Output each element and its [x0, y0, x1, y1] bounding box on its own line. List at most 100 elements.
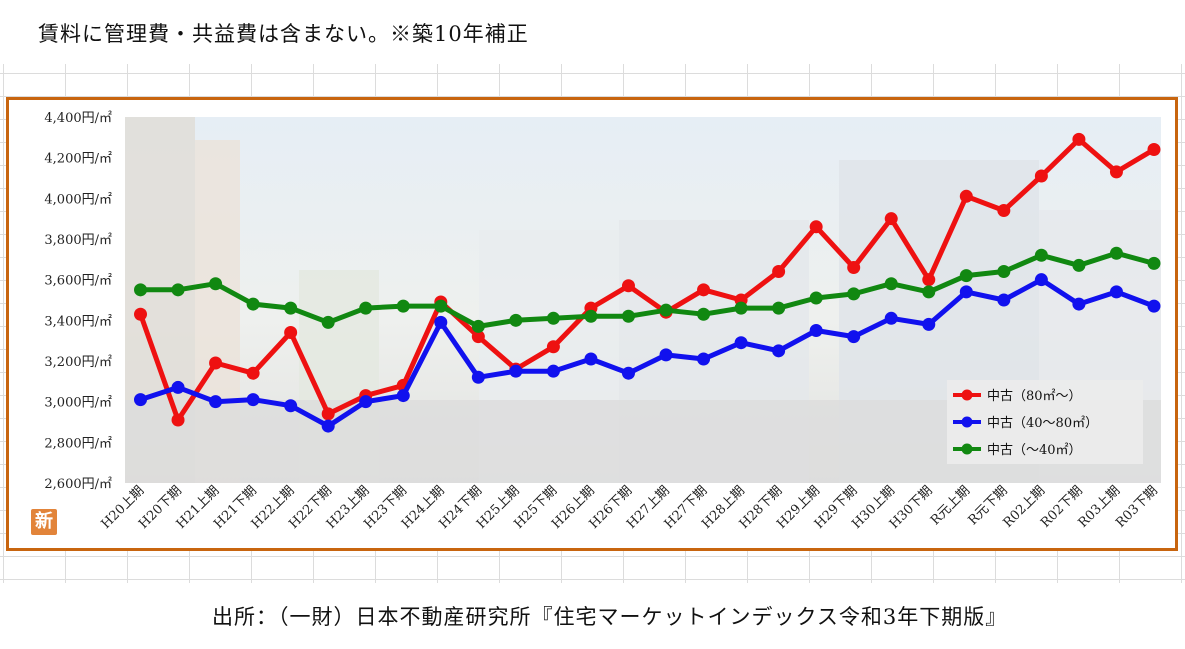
data-point [1147, 256, 1161, 270]
x-tick-label: R03下期 [1113, 483, 1161, 531]
legend-swatch-dot [961, 416, 973, 428]
data-point [471, 330, 485, 344]
data-point [546, 340, 560, 354]
data-point [134, 283, 148, 297]
data-point [809, 220, 823, 234]
data-point [884, 311, 898, 325]
data-point [134, 393, 148, 407]
data-point [284, 301, 298, 315]
y-tick-label: 4,400円/㎡ [44, 111, 112, 126]
rent-index-line-chart: 2,600円/㎡ 2,800円/㎡ 3,000円/㎡ 3,200円/㎡ 3,400円/㎡… [44, 111, 1161, 532]
legend-swatch-dot [961, 389, 973, 401]
series-line [139, 277, 1155, 429]
data-point [847, 287, 861, 301]
data-point [509, 364, 523, 378]
data-point [359, 395, 373, 409]
data-point [659, 303, 673, 317]
header-note: 賃料に管理費・共益費は含まない。※築10年補正 [38, 22, 529, 46]
data-point [359, 301, 373, 315]
data-point [1147, 299, 1161, 313]
data-point [1109, 246, 1123, 260]
data-point [621, 366, 635, 380]
legend-swatch-dot [961, 443, 973, 455]
header-note-bar: 賃料に管理費・共益費は含まない。※築10年補正 [0, 0, 1185, 64]
data-point [546, 364, 560, 378]
data-point [471, 319, 485, 333]
data-point [1109, 165, 1123, 179]
chart-frame: 2,600円/㎡ 2,800円/㎡ 3,000円/㎡ 3,200円/㎡ 3,400円/㎡… [6, 97, 1178, 551]
y-tick-label: 2,800円/㎡ [44, 436, 112, 451]
data-point [246, 297, 260, 311]
data-point [884, 212, 898, 226]
data-point [246, 393, 260, 407]
data-point [284, 326, 298, 340]
data-point [922, 273, 936, 287]
data-point [171, 380, 185, 394]
y-tick-label: 2,600円/㎡ [44, 477, 112, 492]
data-point [321, 419, 335, 433]
data-point [209, 277, 223, 291]
data-point [1034, 248, 1048, 262]
data-point [584, 309, 598, 323]
data-point [997, 204, 1011, 218]
data-point [959, 285, 973, 299]
legend-label: 中古（80㎡～） [987, 389, 1082, 404]
data-point [959, 189, 973, 203]
data-point [396, 299, 410, 313]
data-point [434, 299, 448, 313]
data-point [959, 269, 973, 283]
data-point [246, 366, 260, 380]
data-point [171, 283, 185, 297]
data-point [922, 285, 936, 299]
data-point [1072, 297, 1086, 311]
y-tick-label: 4,200円/㎡ [44, 152, 112, 167]
data-point [1034, 273, 1048, 287]
new-badge: 新 [31, 509, 57, 535]
y-tick-label: 3,200円/㎡ [44, 355, 112, 370]
data-point [1034, 169, 1048, 183]
data-point [321, 315, 335, 329]
data-point [809, 291, 823, 305]
data-point [209, 395, 223, 409]
y-tick-label: 3,800円/㎡ [44, 233, 112, 248]
data-point [1072, 132, 1086, 146]
data-point [396, 389, 410, 403]
y-tick-label: 3,000円/㎡ [44, 396, 112, 411]
data-point [697, 283, 711, 297]
data-point [847, 260, 861, 274]
data-point [734, 301, 748, 315]
data-point [584, 352, 598, 366]
data-point [546, 311, 560, 325]
data-point [434, 315, 448, 329]
data-point [621, 279, 635, 293]
x-tick-label: R元上期 [928, 483, 973, 528]
data-point [847, 330, 861, 344]
data-point [1147, 143, 1161, 157]
y-tick-label: 4,000円/㎡ [44, 192, 112, 207]
data-point [621, 309, 635, 323]
source-bar: 出所：（一財）日本不動産研究所『住宅マーケットインデックス令和3年下期版』 [0, 583, 1185, 649]
data-point [772, 265, 786, 279]
data-point [509, 313, 523, 327]
data-point [772, 344, 786, 358]
data-point [1109, 285, 1123, 299]
y-tick-label: 3,400円/㎡ [44, 314, 112, 329]
data-point [997, 293, 1011, 307]
series-line [138, 136, 1156, 423]
data-point [471, 370, 485, 384]
data-point [321, 407, 335, 421]
data-point [997, 265, 1011, 279]
data-point [697, 307, 711, 321]
series-line [140, 250, 1155, 329]
data-point [209, 356, 223, 370]
data-point [734, 336, 748, 350]
data-point [1072, 258, 1086, 272]
data-point [772, 301, 786, 315]
data-point [884, 277, 898, 291]
legend-label: 中古（～40㎡） [987, 443, 1082, 458]
data-point [922, 317, 936, 331]
data-point [171, 413, 185, 427]
data-point [697, 352, 711, 366]
legend-label: 中古（40～80㎡） [987, 416, 1098, 431]
y-tick-label: 3,600円/㎡ [44, 274, 112, 289]
